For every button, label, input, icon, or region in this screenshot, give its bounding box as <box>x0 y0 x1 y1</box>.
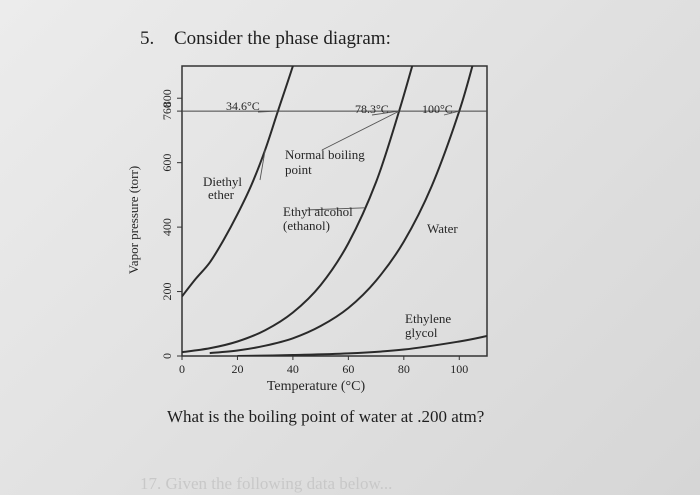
x-tick-label: 20 <box>231 362 243 376</box>
x-tick-label: 80 <box>398 362 410 376</box>
y-tick-label: 0 <box>160 353 174 359</box>
curve-ethylene-glycol <box>237 335 487 356</box>
y-tick-label: 200 <box>160 283 174 301</box>
annotation-ethanol-bp: 78.3°C <box>355 102 389 116</box>
label-ethylene-glycol-line2: glycol <box>405 325 438 340</box>
leader-water-bp <box>443 110 460 116</box>
y-tick-label: 800 <box>160 89 174 107</box>
label-ethanol-line2: (ethanol) <box>283 218 330 233</box>
curve-diethyl-ether <box>182 66 294 298</box>
y-tick-label: 400 <box>160 218 174 236</box>
annotation-water-bp: 100°C <box>422 102 453 116</box>
y-axis-title: Vapor pressure (torr) <box>126 166 141 274</box>
y-tick-label: 760 <box>160 102 174 120</box>
label-ethanol-line1: Ethyl alcohol <box>283 204 353 219</box>
x-tick-label: 60 <box>342 362 354 376</box>
question-prompt: Consider the phase diagram: <box>174 28 391 49</box>
label-water: Water <box>427 221 458 236</box>
label-ethylene-glycol-line1: Ethylene <box>405 311 451 326</box>
question-number: 5. <box>140 28 155 49</box>
leader-ethanol-bp <box>371 110 400 116</box>
plot-frame <box>181 65 488 357</box>
x-axis-title: Temperature (°C) <box>267 379 366 394</box>
annotation-normal-bp-line2: point <box>285 162 312 177</box>
leader-ether-bp <box>257 110 278 113</box>
question-followup: What is the boiling point of water at .2… <box>167 407 485 426</box>
faint-bleed-through-text: 17. Given the following data below... <box>140 474 393 493</box>
curve-ethyl-alcohol-ethanol <box>182 66 414 354</box>
x-tick-label: 100 <box>450 362 468 376</box>
y-tick-label: 600 <box>160 154 174 172</box>
annotation-ether-bp: 34.6°C <box>226 99 260 113</box>
leader-normal-bp-ethanol <box>321 110 400 151</box>
label-diethyl-ether-line1: Diethyl <box>203 174 242 189</box>
leader-ether-label <box>259 149 266 181</box>
annotation-normal-bp-line1: Normal boiling <box>285 147 365 162</box>
label-diethyl-ether-line2: ether <box>208 187 235 202</box>
leader-ethanol-label <box>304 207 366 211</box>
x-tick-label: 40 <box>287 362 299 376</box>
x-tick-label: 0 <box>179 362 185 376</box>
curve-water <box>209 66 474 355</box>
